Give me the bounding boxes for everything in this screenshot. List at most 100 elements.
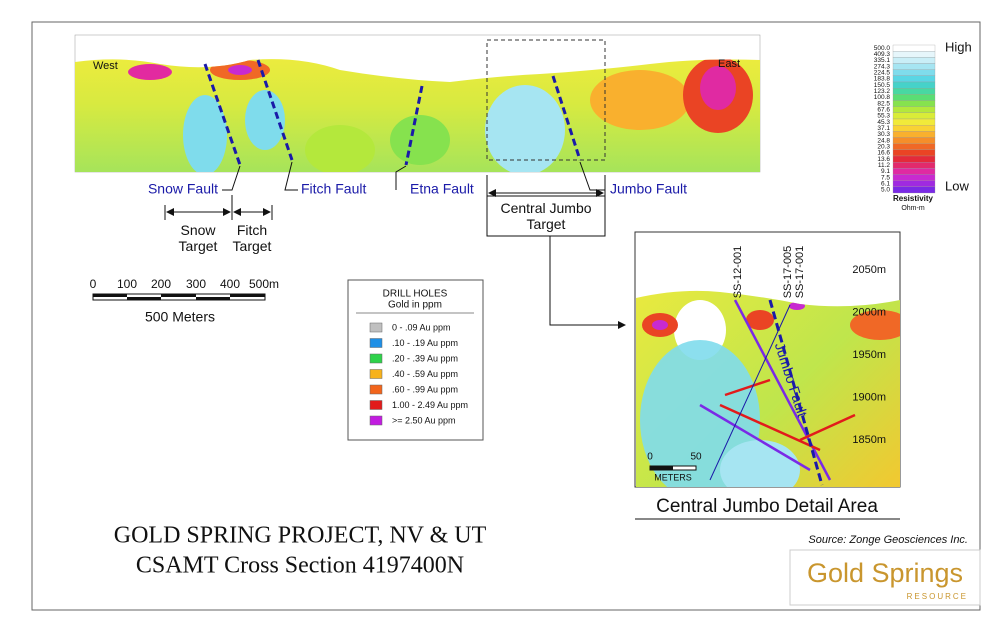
legend-label: .20 - .39 Au ppm	[392, 353, 458, 363]
detail-scale-label: 0	[647, 452, 653, 463]
res-swatch	[892, 125, 936, 132]
target-label: Snow Target	[178, 222, 218, 254]
scale-tick-label: 400	[220, 277, 240, 291]
res-unit: Ohm-m	[901, 205, 925, 212]
res-swatch	[892, 118, 936, 126]
res-level: 24.8	[877, 137, 890, 144]
res-swatch	[892, 155, 936, 163]
elevation-label: 1900m	[852, 391, 886, 403]
legend-swatch	[369, 415, 383, 426]
section-body	[75, 59, 760, 172]
res-swatch	[892, 94, 936, 101]
scale-caption: 500 Meters	[145, 309, 215, 325]
res-level: 150.5	[874, 82, 891, 89]
elevation-label: 2000m	[852, 306, 886, 318]
res-level: 409.3	[874, 51, 891, 58]
title-line: CSAMT Cross Section 4197400N	[136, 553, 464, 579]
res-level: 67.6	[877, 106, 890, 113]
detail-outline	[486, 39, 606, 161]
legend-label: 1.00 - 2.49 Au ppm	[392, 400, 468, 410]
res-level: 274.3	[874, 63, 891, 70]
logo-name: Gold Springs	[807, 558, 963, 588]
res-title: Resistivity	[893, 194, 934, 203]
legend-swatch	[369, 338, 383, 348]
drill-hole-label: SS-12-001	[732, 246, 744, 299]
res-level: 30.3	[877, 131, 890, 138]
res-level: 20.3	[877, 143, 890, 150]
target-label: Fitch Target	[232, 222, 272, 254]
scale-tick-label: 100	[117, 277, 137, 291]
res-level: 16.6	[877, 150, 890, 157]
legend-swatch	[369, 322, 383, 333]
low-label: Low	[945, 178, 969, 193]
detail-caption: Central Jumbo Detail Area	[656, 496, 878, 517]
logo-sub: RESOURCE	[907, 592, 968, 601]
res-swatch	[892, 63, 936, 70]
res-swatch	[892, 57, 936, 64]
res-swatch	[892, 143, 936, 150]
legend-swatch	[369, 369, 383, 379]
elevation-label: 1950m	[852, 349, 886, 361]
fault-label: Jumbo Fault	[610, 181, 687, 197]
res-swatch	[892, 168, 936, 175]
res-level: 55.3	[877, 113, 890, 120]
elevation-label: 1850m	[852, 434, 886, 446]
res-swatch	[892, 137, 936, 144]
res-swatch	[892, 174, 936, 181]
res-level: 7.5	[881, 174, 890, 181]
res-level: 82.5	[877, 100, 890, 107]
res-level: 224.5	[874, 69, 891, 76]
scale-tick-label: 500m	[249, 277, 279, 291]
scale-tick-label: 300	[186, 277, 206, 291]
legend-swatch	[369, 384, 383, 395]
scale-tick-label: 0	[90, 277, 97, 291]
res-swatch	[892, 88, 936, 95]
res-level: 45.3	[877, 119, 890, 126]
res-level: 500.0	[874, 45, 891, 52]
east-label: East	[718, 58, 740, 70]
res-swatch	[892, 75, 936, 83]
detail-scale-label: 50	[690, 452, 702, 463]
res-level: 13.6	[877, 156, 890, 163]
legend-label: >= 2.50 Au ppm	[392, 415, 456, 425]
res-swatch	[892, 131, 936, 138]
leaders	[164, 161, 626, 329]
res-swatch	[892, 106, 936, 113]
fault-label: Fitch Fault	[301, 181, 366, 197]
res-level: 9.1	[881, 168, 890, 175]
target-label: Central Jumbo Target	[500, 200, 592, 232]
legend-label: .10 - .19 Au ppm	[392, 338, 458, 348]
res-swatch	[892, 162, 936, 169]
detail-scale	[649, 465, 697, 471]
res-level: 37.1	[877, 125, 890, 132]
legend-swatch	[369, 400, 383, 410]
scale-tick-label: 200	[151, 277, 171, 291]
logo-box	[789, 549, 981, 606]
drill-hole-label: SS-17-001	[794, 246, 806, 299]
faults	[203, 59, 582, 166]
res-swatch	[892, 51, 936, 58]
res-level: 183.8	[874, 76, 891, 83]
res-level: 123.2	[874, 88, 891, 95]
res-swatch	[892, 112, 936, 120]
fault-label: Snow Fault	[148, 181, 218, 197]
frame	[31, 21, 981, 611]
res-level: 100.8	[874, 94, 891, 101]
legend-label: .40 - .59 Au ppm	[392, 369, 458, 379]
legend-label: .60 - .99 Au ppm	[392, 384, 458, 394]
elevation-label: 2050m	[852, 264, 886, 276]
legend-label: 0 - .09 Au ppm	[392, 322, 451, 332]
legend-swatch	[369, 353, 383, 364]
fault-label: Etna Fault	[410, 181, 474, 197]
detail-scale-unit: METERS	[654, 472, 692, 482]
res-swatch	[892, 186, 936, 194]
res-level: 11.2	[878, 162, 891, 169]
res-level: 5.0	[881, 187, 890, 194]
west-label: West	[93, 60, 118, 72]
high-label: High	[945, 39, 972, 54]
res-swatch	[892, 81, 936, 89]
drill-hole-label: SS-17-005	[782, 246, 794, 299]
source: Source: Zonge Geosciences Inc.	[808, 534, 968, 546]
